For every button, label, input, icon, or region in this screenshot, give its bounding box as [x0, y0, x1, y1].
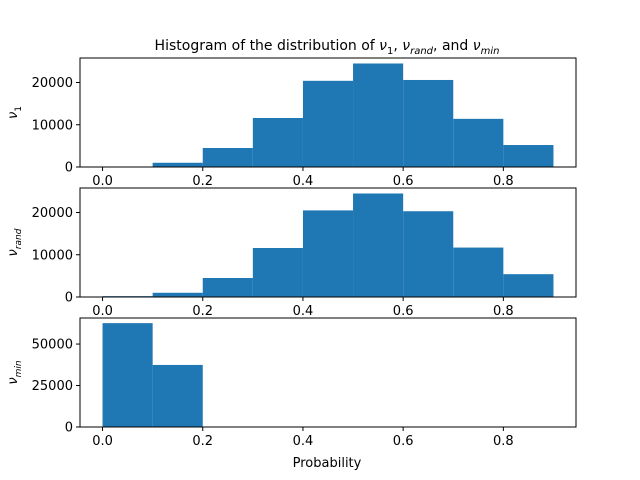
x-tick-label: 0.4: [293, 174, 314, 189]
y-tick-label: 20000: [32, 206, 73, 221]
x-tick-label: 0.4: [293, 434, 314, 449]
x-tick-label: 0.8: [493, 434, 514, 449]
histogram-bar: [252, 247, 303, 297]
histogram-bar: [453, 247, 504, 297]
histogram-bar: [302, 80, 354, 167]
x-tick-label: 0.6: [393, 174, 414, 189]
histogram-bar: [252, 117, 303, 167]
panels-layer: 0.0 0.2 0.4 0.6 0.8 0 10000 20000 ν1 0.0 0.2 0.4 0.6…: [6, 57, 577, 449]
histogram-bar: [152, 162, 203, 167]
histogram-bar: [102, 323, 153, 427]
x-tick-label: 0.0: [92, 304, 113, 319]
y-tick-label: 0: [65, 291, 73, 306]
y-tick-label: 10000: [32, 118, 73, 133]
histogram-bar: [403, 79, 454, 167]
y-axis-label: ν1: [6, 106, 24, 119]
chart-title: Histogram of the distribution of ν1, νra…: [155, 38, 500, 57]
x-tick-label: 0.2: [192, 434, 213, 449]
histogram-bar: [503, 145, 554, 167]
x-tick-label: 0.8: [493, 174, 514, 189]
axes-frame: [79, 187, 577, 298]
y-tick-label: 0: [65, 161, 73, 176]
x-tick-label: 0.2: [192, 304, 213, 319]
panel-2: 0.0 0.2 0.4 0.6 0.8 0 10000 20000 νrand: [6, 187, 577, 319]
axes-frame: [79, 317, 577, 428]
x-tick-label: 0.0: [92, 174, 113, 189]
y-tick-label: 50000: [32, 338, 73, 353]
y-tick-label: 0: [65, 421, 73, 436]
panel-3: 0.0 0.2 0.4 0.6 0.8 0 25000 50000 νmin: [6, 317, 577, 449]
axes-frame: [79, 57, 577, 168]
x-axis-label: Probability: [293, 456, 362, 471]
histogram-bar: [353, 63, 404, 167]
x-tick-label: 0.2: [192, 174, 213, 189]
histogram-bar: [353, 193, 404, 297]
histogram-bar: [152, 292, 203, 297]
x-tick-label: 0.6: [393, 304, 414, 319]
y-tick-label: 20000: [32, 76, 73, 91]
y-tick-label: 25000: [32, 379, 73, 394]
panel-1: 0.0 0.2 0.4 0.6 0.8 0 10000 20000 ν1: [6, 57, 577, 189]
y-tick-label: 10000: [32, 248, 73, 263]
y-axis-label: νrand: [6, 228, 24, 256]
histogram-bar: [503, 274, 554, 297]
x-tick-label: 0.8: [493, 304, 514, 319]
x-tick-label: 0.6: [393, 434, 414, 449]
histogram-bar: [152, 364, 203, 427]
histogram-bar: [202, 277, 253, 297]
histogram-bar: [302, 210, 354, 297]
x-tick-label: 0.0: [92, 434, 113, 449]
y-axis-label: νmin: [6, 360, 24, 385]
histogram-bar: [202, 147, 253, 167]
histogram-bar: [453, 118, 504, 167]
x-tick-label: 0.4: [293, 304, 314, 319]
histogram-bar: [403, 211, 454, 297]
